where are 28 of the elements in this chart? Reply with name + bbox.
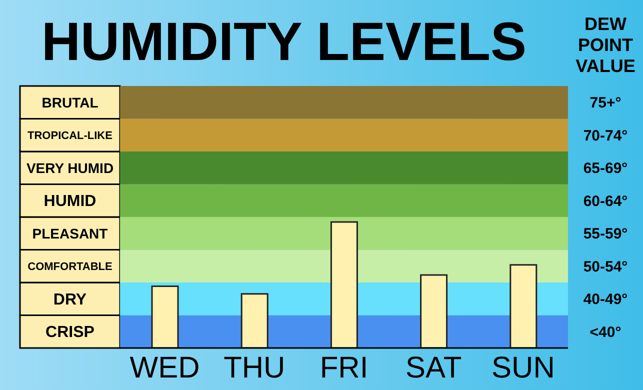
x-tick-label: FRI <box>320 351 368 384</box>
band-label: PLEASANT <box>32 225 108 242</box>
band-label: COMFORTABLE <box>28 260 112 273</box>
bar <box>240 293 268 348</box>
text: 60-64° <box>583 192 628 210</box>
text: 55-59° <box>583 226 628 243</box>
band-label: TROPICAL-LIKE <box>28 130 112 142</box>
text: <40° <box>590 324 622 341</box>
band-label: CRISP <box>46 324 95 342</box>
chart-title: HUMIDITY LEVELS <box>40 11 528 74</box>
band-label: HUMID <box>44 193 96 210</box>
x-tick-label: WED <box>130 351 200 384</box>
text: DEW POINT VALUE <box>574 14 636 77</box>
bar <box>330 221 358 348</box>
band-label: BRUTAL <box>42 94 99 110</box>
band-label: VERY HUMID <box>26 160 114 176</box>
bar <box>420 274 448 348</box>
x-tick-label: THU <box>224 351 286 384</box>
bar <box>151 286 179 348</box>
text: 65-69° <box>583 160 628 178</box>
x-tick-label: SAT <box>406 351 462 384</box>
x-tick-label: SUN <box>492 351 555 384</box>
band-label: DRY <box>53 291 87 308</box>
text: 50-54° <box>583 258 628 276</box>
text: 70-74° <box>583 127 628 144</box>
bar <box>510 264 538 348</box>
text: 75+° <box>590 94 622 112</box>
text: 40-49° <box>583 291 628 308</box>
